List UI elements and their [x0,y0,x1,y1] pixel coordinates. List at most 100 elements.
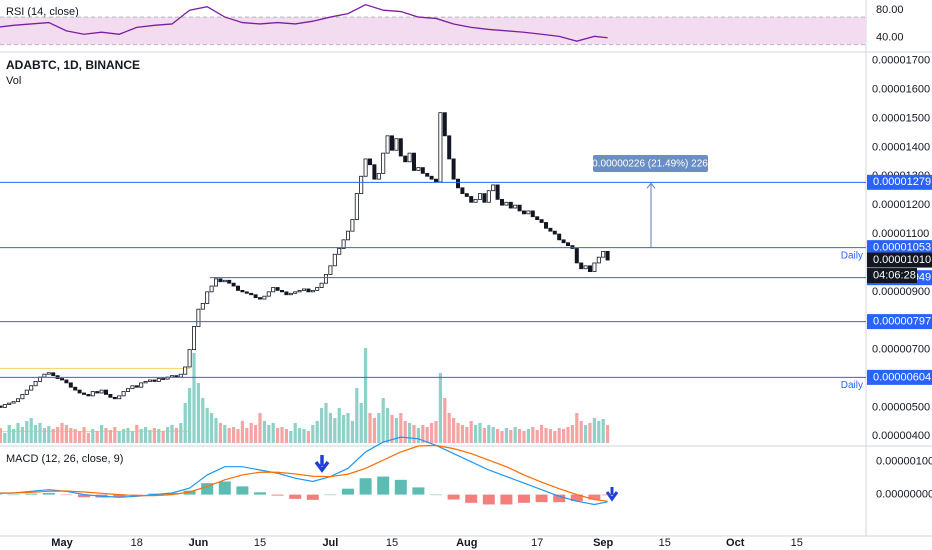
histogram-bar [166,492,178,495]
level-label: 0.00001053 [873,242,931,254]
volume-bar [38,423,42,443]
candle [200,303,205,310]
volume-bar [438,373,442,443]
volume-bar [113,427,117,443]
candle [407,152,412,163]
candle [24,389,29,395]
volume-bar [509,430,513,443]
candle [205,291,210,304]
volume-bar [47,426,51,443]
volume-bar [562,429,566,443]
volume-bar [42,428,46,443]
volume-bar [359,403,363,443]
volume-bar [333,418,337,443]
candle [552,230,557,235]
volume-bar [188,388,192,443]
volume-bar [372,418,376,443]
candle [544,222,549,229]
x-tick-label: Oct [726,537,745,549]
candle [341,239,346,249]
volume-bar [469,421,473,443]
level-label-bg [867,369,932,385]
candle [218,278,223,283]
volume-bar [157,429,161,443]
histogram-bar [78,494,90,498]
candle [275,287,280,291]
candle [486,190,491,203]
histogram-bar [430,494,442,496]
histogram-bar [570,494,583,502]
volume-bar [368,413,372,443]
volume-bar [3,433,7,443]
candle [557,233,562,241]
candle [284,291,289,296]
level-label-bg [867,240,932,256]
volume-bar [7,425,11,443]
volume-bar [575,413,579,443]
volume-bar [487,425,491,443]
histogram-bar [447,494,460,500]
histogram-bar [201,483,214,495]
volume-bar [78,431,82,443]
candle [29,385,34,391]
volume-bar [25,421,29,443]
candle [262,295,267,300]
candle [126,388,131,392]
volume-bar [553,431,557,443]
volume-bar [399,413,403,443]
histogram-bar [130,494,143,496]
volume-bar [139,429,143,443]
volume-bar [95,431,99,443]
candle [328,265,333,275]
volume-bar [276,428,280,443]
histogram-bar [518,494,530,503]
countdown: 04:06:28 [873,269,916,281]
histogram-bar [218,481,231,495]
y-tick-label: 0.00000000 [876,489,932,501]
y-tick-label: 0.00001200 [872,199,930,211]
candle [429,175,434,180]
volume-bar [64,425,68,443]
candle [112,396,117,400]
candle [596,256,601,264]
x-tick-label: May [51,537,73,549]
candle [104,389,109,395]
volume-bar [0,428,2,443]
measure-label-bg [593,155,708,172]
arrow-icon [314,455,330,473]
histogram-bar [500,494,513,505]
volume-bar [526,429,530,443]
volume-bar [148,430,152,443]
candle [579,262,584,270]
volume-bar [104,428,108,443]
candle [2,404,7,408]
candle [332,253,337,267]
volume-bar [135,425,139,443]
candle [469,196,474,203]
candle [310,290,315,293]
volume-bar [34,425,38,443]
candle [86,394,91,397]
volume-bar [416,428,420,443]
level-label-bg [867,174,932,190]
y-tick-label: 80.00 [876,4,904,16]
candle [530,210,535,218]
candle [134,385,139,388]
volume-bar [535,430,539,443]
volume-bar [236,429,240,443]
candle [451,158,456,180]
candle [147,379,152,382]
candle [301,288,306,291]
candle [359,175,364,194]
volume-bar [91,429,95,443]
volume-bar [447,413,451,443]
histogram-bar [271,494,284,496]
volume-bar [258,413,262,443]
histogram-bar [359,478,372,495]
candle [33,381,38,387]
volume-bar [390,415,394,443]
x-tick-label: 15 [254,537,266,549]
volume-bar [465,427,469,443]
y-tick-label: 0.00000100 [876,456,932,468]
volume-bar [183,403,187,443]
